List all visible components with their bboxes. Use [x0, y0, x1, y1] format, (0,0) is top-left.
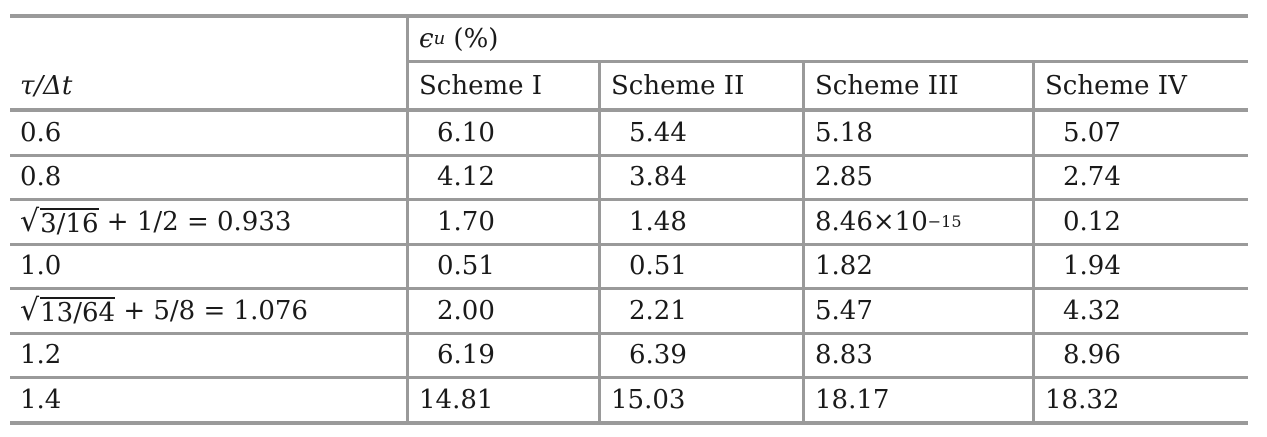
table-cell: 2.21: [598, 290, 802, 332]
header-spacer: [10, 18, 406, 60]
label-remainder: + 5/8 = 1.076: [123, 295, 308, 326]
table-cell: 15.03: [598, 379, 802, 421]
row-label: √ 3/16 + 1/2 = 0.933: [10, 201, 406, 243]
table-cell: 0.12: [1032, 201, 1248, 243]
radical-sign: √: [20, 203, 40, 239]
row-label: 1.4: [20, 384, 62, 415]
row-rule: [10, 331, 1248, 335]
bottom-rule: [10, 420, 1248, 425]
table-cell: 1.48: [598, 201, 802, 243]
header-rule: [10, 108, 1248, 112]
scheme-header: Scheme IV: [1032, 63, 1248, 108]
row-rule: [10, 376, 1248, 379]
table-cell: 2.74: [1032, 156, 1248, 198]
table-cell: 6.39: [598, 334, 802, 376]
row-label: 1.2: [20, 340, 62, 371]
row-label: 0.6: [20, 117, 62, 148]
scheme-header: Scheme III: [802, 63, 1032, 108]
table-cell: 1.94: [1032, 245, 1248, 287]
row-rule: [10, 153, 1248, 157]
scheme-header: Scheme I: [406, 63, 598, 108]
row-rule: [10, 198, 1248, 201]
error-symbol: ϵ: [419, 24, 434, 54]
label-remainder: + 1/2 = 0.933: [106, 206, 292, 237]
table-cell: 18.17: [802, 379, 1032, 421]
radicand: 3/16: [40, 207, 99, 239]
table-cell: 4.12: [406, 156, 598, 198]
row-rule: [10, 287, 1248, 290]
table-cell: 1.70: [406, 201, 598, 243]
table-cell: 2.85: [802, 156, 1032, 198]
row-label: 1.0: [20, 251, 62, 282]
table-row: √ 3/16 + 1/2 = 0.933 1.70 1.48 8.46×10 −15…: [10, 201, 1248, 243]
row-rule: [10, 242, 1248, 246]
table-row: 1.2 6.19 6.39 8.83 8.96: [10, 334, 1248, 376]
table-row: 1.4 14.81 15.03 18.17 18.32: [10, 379, 1248, 421]
table-cell: 6.10: [406, 112, 598, 154]
table-cell: 14.81: [406, 379, 598, 421]
table-cell: 5.44: [598, 112, 802, 154]
table-cell: 5.07: [1032, 112, 1248, 154]
row-label-header: τ/Δt: [20, 70, 73, 101]
mantissa: 8.46×10: [815, 206, 928, 237]
table-row: 0.6 6.10 5.44 5.18 5.07: [10, 112, 1248, 154]
sqrt-expression: √ 13/64: [20, 292, 116, 328]
scheme-header: Scheme II: [598, 63, 802, 108]
sqrt-expression: √ 3/16: [20, 203, 99, 239]
table-cell: 1.82: [802, 245, 1032, 287]
table-cell: 6.19: [406, 334, 598, 376]
table-cell: 0.51: [406, 245, 598, 287]
table-cell: 0.51: [598, 245, 802, 287]
group-rule: [406, 60, 1248, 63]
table-row: 1.0 0.51 0.51 1.82 1.94: [10, 245, 1248, 287]
table-cell: 3.84: [598, 156, 802, 198]
error-subscript: u: [433, 28, 446, 49]
table-row: 0.8 4.12 3.84 2.85 2.74: [10, 156, 1248, 198]
table-cell: 8.96: [1032, 334, 1248, 376]
row-label: 0.8: [20, 162, 62, 193]
exponent: −15: [927, 211, 962, 231]
radicand: 13/64: [40, 296, 116, 328]
table-row: √ 13/64 + 5/8 = 1.076 2.00 2.21 5.47 4.32: [10, 290, 1248, 332]
row-label: √ 13/64 + 5/8 = 1.076: [10, 290, 406, 332]
table-cell: 18.32: [1032, 379, 1248, 421]
table-cell: 5.47: [802, 290, 1032, 332]
error-unit: (%): [453, 24, 499, 54]
top-rule: [10, 14, 1248, 18]
table-cell: 8.46×10 −15: [802, 201, 1032, 243]
table-cell: 4.32: [1032, 290, 1248, 332]
table-cell: 5.18: [802, 112, 1032, 154]
table-cell: 2.00: [406, 290, 598, 332]
radical-sign: √: [20, 292, 40, 328]
table-cell: 8.83: [802, 334, 1032, 376]
